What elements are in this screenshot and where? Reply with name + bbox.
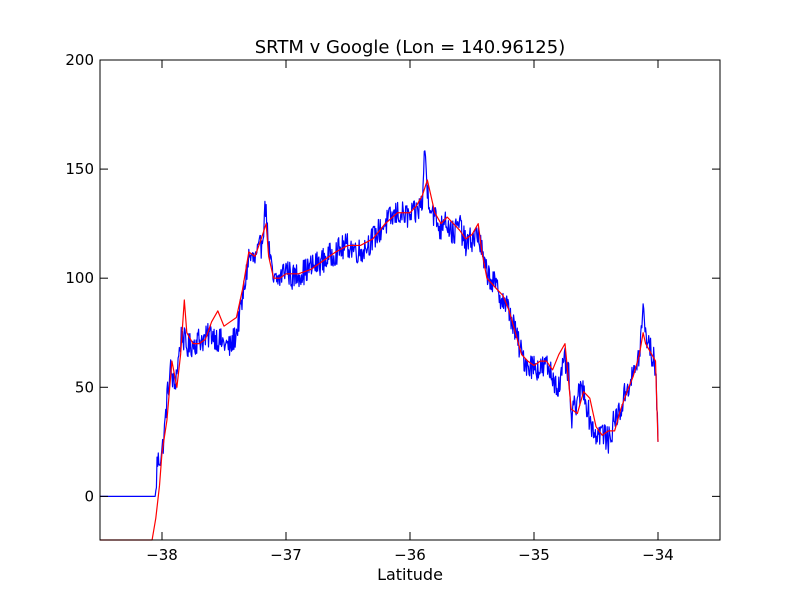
x-axis-label: Latitude [377,565,443,584]
series-layer [100,150,659,541]
ticks-layer: −38 −37 −36 −35 −34 0 50 100 150 200 [65,51,720,564]
series-line-2 [100,179,659,541]
x-tick-label: −36 [394,546,426,564]
y-tick-label: 200 [65,51,94,69]
y-tick-label: 100 [65,269,94,287]
series-line-1 [100,150,659,497]
chart-title: SRTM v Google (Lon = 140.96125) [255,37,565,58]
plot-area [100,60,720,540]
y-tick-label: 50 [75,378,94,396]
x-tick-label: −35 [518,546,550,564]
y-tick-label: 0 [84,487,94,505]
x-tick-label: −38 [146,546,178,564]
y-tick-label: 150 [65,160,94,178]
x-tick-label: −37 [270,546,302,564]
x-tick-label: −34 [642,546,674,564]
